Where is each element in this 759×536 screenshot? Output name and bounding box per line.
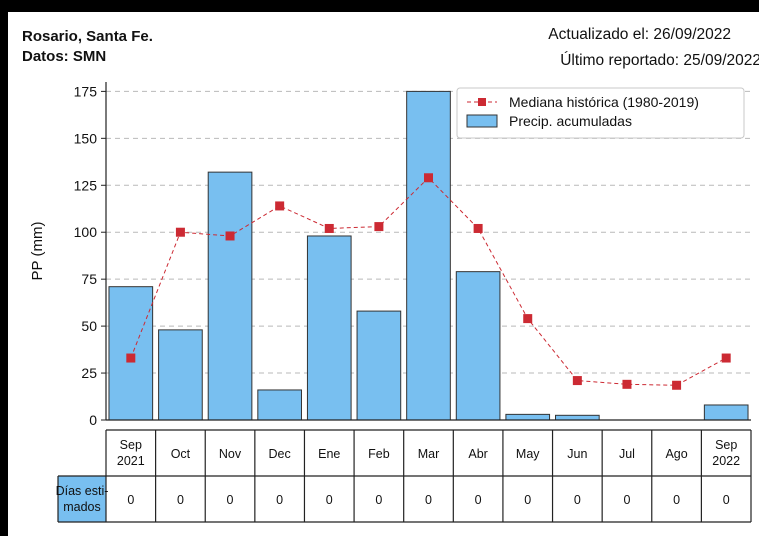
legend-box bbox=[456, 87, 745, 139]
median-point bbox=[473, 223, 483, 233]
bar bbox=[455, 271, 501, 421]
table-row-label: mados bbox=[63, 500, 101, 514]
table-cell-value: 0 bbox=[276, 493, 283, 507]
table-cell-value: 0 bbox=[673, 493, 680, 507]
bar bbox=[505, 413, 551, 421]
table-row-label-cell bbox=[58, 476, 106, 522]
legend-label-bars: Precip. acumuladas bbox=[509, 113, 632, 129]
x-tick-label: Oct bbox=[171, 447, 191, 461]
table-cell-value: 0 bbox=[127, 493, 134, 507]
x-tick-label: Mar bbox=[418, 447, 440, 461]
table-cell-value: 0 bbox=[425, 493, 432, 507]
y-tick-label: 75 bbox=[81, 271, 97, 287]
median-point bbox=[622, 379, 632, 389]
data-source: Datos: SMN bbox=[22, 48, 107, 65]
median-point bbox=[126, 353, 136, 363]
location-title: Rosario, Santa Fe. bbox=[22, 28, 153, 45]
last-reported-date: Último reportado: 25/09/2022 bbox=[560, 52, 759, 69]
bar bbox=[555, 414, 600, 421]
median-point bbox=[324, 223, 334, 233]
median-point bbox=[424, 173, 433, 183]
bar bbox=[207, 171, 253, 421]
bar bbox=[703, 404, 749, 421]
median-point bbox=[721, 353, 731, 363]
table-cell-value: 0 bbox=[723, 493, 730, 507]
table-cell-value: 0 bbox=[177, 493, 184, 507]
y-tick-label: 100 bbox=[74, 224, 98, 240]
y-tick-label: 0 bbox=[89, 412, 97, 428]
x-tick-label: Abr bbox=[468, 447, 487, 461]
y-tick-label: 25 bbox=[81, 365, 97, 381]
x-tick-label: 2021 bbox=[117, 454, 145, 468]
x-tick-label: Dec bbox=[269, 447, 291, 461]
table-cell-value: 0 bbox=[623, 493, 630, 507]
x-tick-label: 2022 bbox=[712, 454, 740, 468]
median-point bbox=[672, 380, 682, 390]
bar bbox=[356, 310, 402, 421]
x-tick-label: Ene bbox=[318, 447, 340, 461]
table-cell-value: 0 bbox=[375, 493, 382, 507]
median-point bbox=[275, 201, 285, 211]
median-point bbox=[572, 376, 582, 386]
bar bbox=[306, 235, 352, 421]
x-tick-label: May bbox=[516, 447, 540, 461]
precipitation-chart: 0 25 50 75 100 125 150 175 PP (mm) Mediana histór… bbox=[29, 82, 752, 523]
table-cell-value: 0 bbox=[574, 493, 581, 507]
y-tick-label: 175 bbox=[74, 83, 98, 99]
table-cell-value: 0 bbox=[326, 493, 333, 507]
bar bbox=[257, 389, 302, 421]
legend-bar-swatch bbox=[466, 114, 498, 128]
y-axis-label: PP (mm) bbox=[29, 222, 46, 281]
table-cell-value: 0 bbox=[475, 493, 482, 507]
bar bbox=[406, 90, 451, 421]
chart-frame: Rosario, Santa Fe. Datos: SMN Actualizad… bbox=[8, 12, 759, 536]
x-tick-label: Sep bbox=[120, 438, 142, 452]
table-row-label: Días esti- bbox=[56, 484, 109, 498]
x-tick-label: Nov bbox=[219, 447, 242, 461]
y-tick-label: 50 bbox=[81, 318, 97, 334]
bar bbox=[158, 329, 203, 421]
table-cell-value: 0 bbox=[227, 493, 234, 507]
bar bbox=[108, 286, 154, 421]
updated-date: Actualizado el: 26/09/2022 bbox=[548, 26, 731, 43]
y-tick-label: 125 bbox=[74, 177, 98, 193]
legend-label-median: Mediana histórica (1980-2019) bbox=[509, 94, 699, 110]
median-point bbox=[523, 314, 533, 324]
y-tick-label: 150 bbox=[74, 130, 98, 146]
x-tick-label: Feb bbox=[368, 447, 390, 461]
legend-marker-swatch bbox=[478, 98, 486, 106]
median-point bbox=[374, 222, 384, 232]
median-point bbox=[175, 227, 185, 237]
x-tick-label: Jun bbox=[567, 447, 587, 461]
x-tick-label: Jul bbox=[619, 447, 635, 461]
x-tick-label: Sep bbox=[715, 438, 737, 452]
table-cell-value: 0 bbox=[524, 493, 531, 507]
median-point bbox=[225, 231, 235, 241]
x-tick-label: Ago bbox=[665, 447, 687, 461]
